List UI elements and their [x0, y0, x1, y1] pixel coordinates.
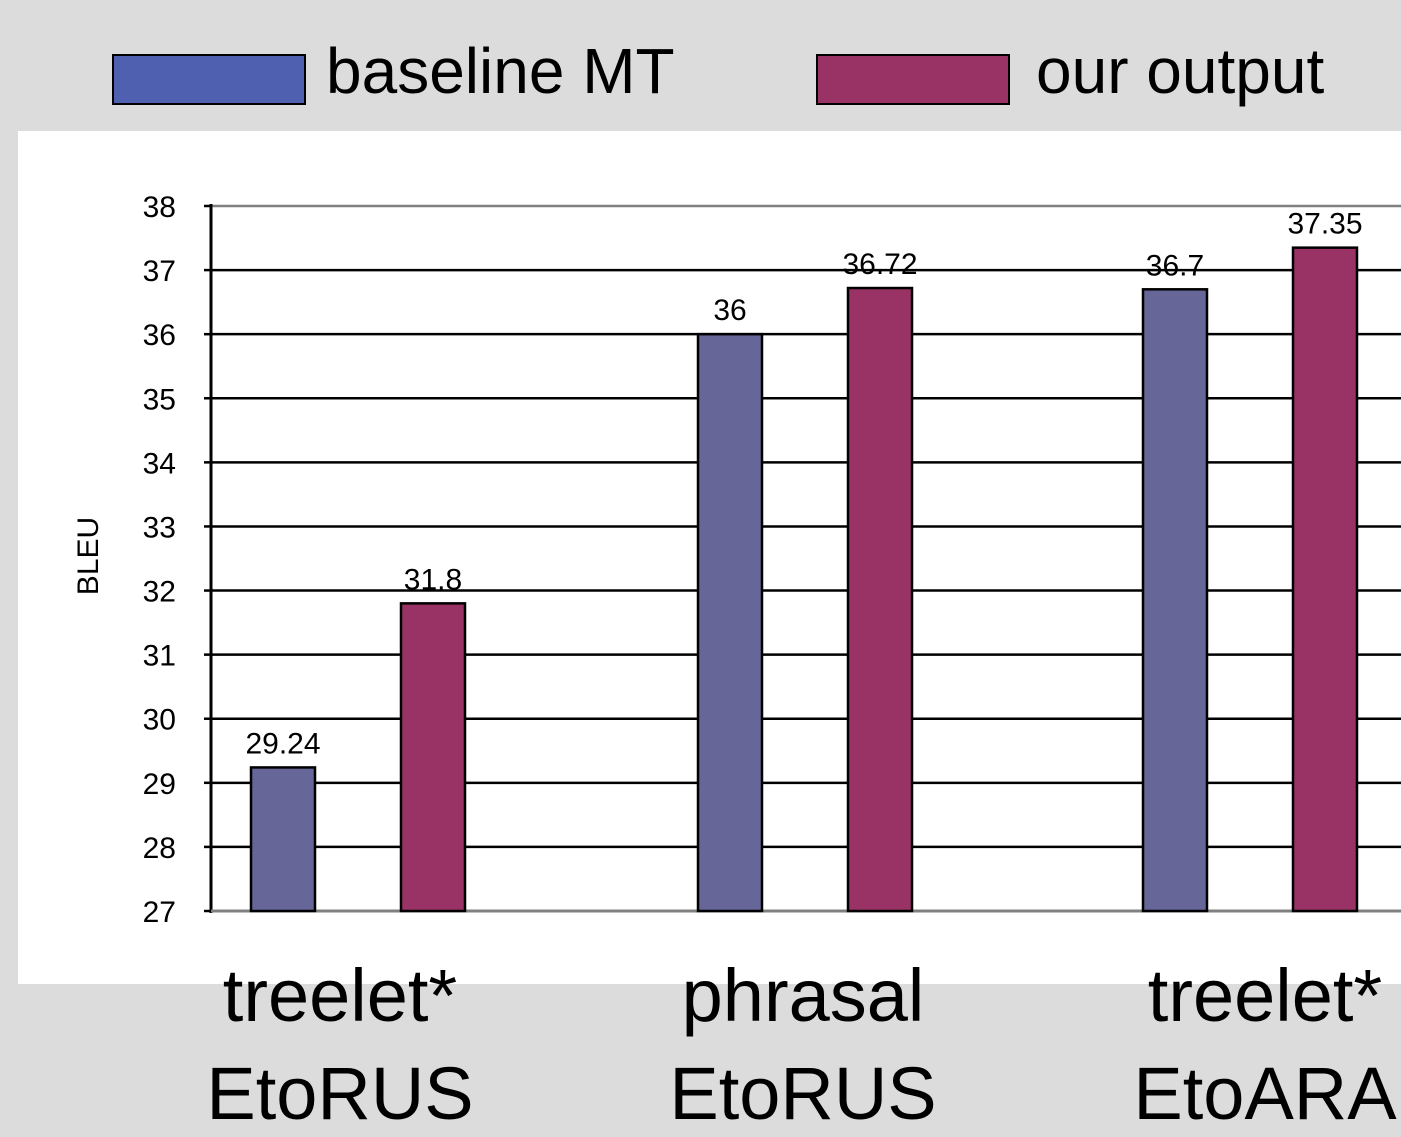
x-category-label-0-line-0: treelet*: [222, 954, 458, 1037]
y-tick-label-30: 30: [143, 704, 176, 737]
x-category-label-2-line-0: treelet*: [1147, 954, 1383, 1037]
data-label-baseline-1: 36: [713, 294, 746, 327]
y-tick-label-35: 35: [143, 383, 176, 416]
y-tick-label-27: 27: [143, 896, 176, 929]
y-tick-label-38: 38: [143, 191, 176, 224]
bar-our-output-1: [846, 286, 914, 913]
x-category-label-1-line-0: phrasal: [681, 954, 925, 1037]
legend-label-baseline: baseline MT: [326, 35, 675, 107]
legend-swatch-our-output: [816, 54, 1010, 105]
data-label-baseline-0: 29.24: [245, 727, 320, 760]
bar-baseline-0: [249, 766, 317, 913]
legend-label-our-output: our output: [1036, 35, 1325, 107]
data-label-our-output-2: 37.35: [1287, 208, 1362, 241]
y-tick-label-29: 29: [143, 768, 176, 801]
y-tick-label-37: 37: [143, 255, 176, 288]
bar-baseline-2: [1141, 288, 1209, 913]
y-tick-label-32: 32: [143, 576, 176, 609]
x-category-label-1-line-1: EtoRUS: [669, 1052, 937, 1135]
y-tick-label-31: 31: [143, 640, 176, 673]
y-tick-label-33: 33: [143, 511, 176, 544]
legend-swatch-baseline: [112, 54, 306, 105]
data-label-our-output-0: 31.8: [404, 563, 462, 596]
data-label-our-output-1: 36.72: [842, 248, 917, 281]
bar-our-output-2: [1291, 246, 1359, 913]
y-tick-label-28: 28: [143, 832, 176, 865]
y-tick-label-36: 36: [143, 319, 176, 352]
x-category-label-2-line-1: EtoARA: [1133, 1052, 1397, 1135]
data-label-baseline-2: 36.7: [1146, 249, 1204, 282]
x-category-label-0-line-1: EtoRUS: [206, 1052, 474, 1135]
bar-baseline-1: [696, 332, 764, 913]
bar-our-output-0: [399, 602, 467, 913]
y-tick-label-34: 34: [143, 447, 176, 480]
y-axis-label: BLEU: [72, 517, 105, 595]
